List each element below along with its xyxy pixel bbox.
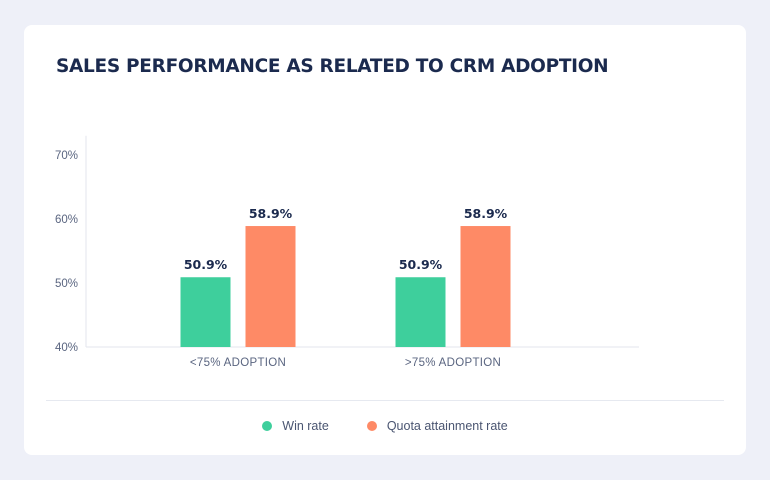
legend-marker-win-rate — [262, 421, 273, 431]
data-label-quota-attainment-rate: 58.9% — [464, 206, 508, 221]
data-label-win-rate: 50.9% — [399, 257, 443, 272]
data-label-win-rate: 50.9% — [184, 257, 228, 272]
legend-item-quota-attainment-rate: Quota attainment rate — [366, 419, 508, 433]
legend: Win rate Quota attainment rate — [24, 419, 746, 433]
y-tick-label: 60% — [55, 214, 78, 226]
legend-label-win-rate: Win rate — [282, 419, 329, 433]
bar-win-rate — [395, 277, 446, 347]
chart-card: SALES PERFORMANCE AS RELATED TO CRM ADOP… — [24, 25, 746, 455]
chart-title: SALES PERFORMANCE AS RELATED TO CRM ADOP… — [56, 56, 609, 77]
bar-quota-attainment-rate — [245, 226, 296, 347]
y-tick-label: 50% — [55, 278, 78, 290]
x-tick-label: <75% ADOPTION — [190, 357, 286, 369]
bar-quota-attainment-rate — [460, 226, 511, 347]
y-tick-label: 70% — [55, 150, 78, 162]
legend-marker-quota-attainment-rate — [366, 421, 377, 431]
y-tick-label: 40% — [55, 342, 78, 354]
bar-chart: 40% 50% 60% 70% 50.9% 58.9% <75% ADOPTION 50.9%… — [55, 135, 639, 369]
legend-divider — [46, 400, 724, 401]
data-label-quota-attainment-rate: 58.9% — [249, 206, 293, 221]
bar-win-rate — [180, 277, 231, 347]
legend-label-quota-attainment-rate: Quota attainment rate — [386, 419, 508, 433]
x-tick-label: >75% ADOPTION — [405, 357, 501, 369]
legend-item-win-rate: Win rate — [262, 419, 329, 433]
